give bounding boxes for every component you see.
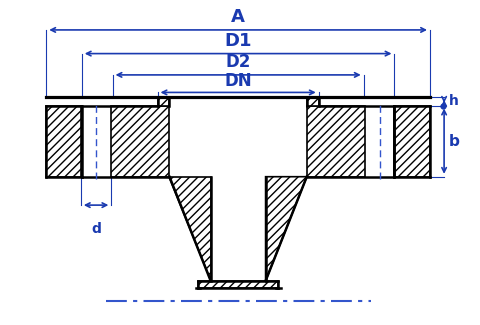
Polygon shape bbox=[111, 106, 169, 177]
Polygon shape bbox=[46, 106, 82, 177]
Polygon shape bbox=[306, 97, 318, 106]
Polygon shape bbox=[306, 106, 364, 177]
Text: b: b bbox=[448, 134, 459, 149]
Text: h: h bbox=[448, 95, 458, 109]
Text: A: A bbox=[231, 8, 245, 26]
Polygon shape bbox=[157, 97, 169, 106]
Text: D2: D2 bbox=[225, 53, 250, 71]
Text: d: d bbox=[91, 222, 101, 236]
Polygon shape bbox=[394, 106, 395, 177]
Polygon shape bbox=[265, 177, 306, 281]
Polygon shape bbox=[169, 177, 210, 281]
Polygon shape bbox=[81, 106, 82, 177]
Text: DN: DN bbox=[224, 72, 252, 90]
Polygon shape bbox=[197, 281, 278, 288]
Text: D1: D1 bbox=[224, 32, 252, 50]
Polygon shape bbox=[394, 106, 429, 177]
